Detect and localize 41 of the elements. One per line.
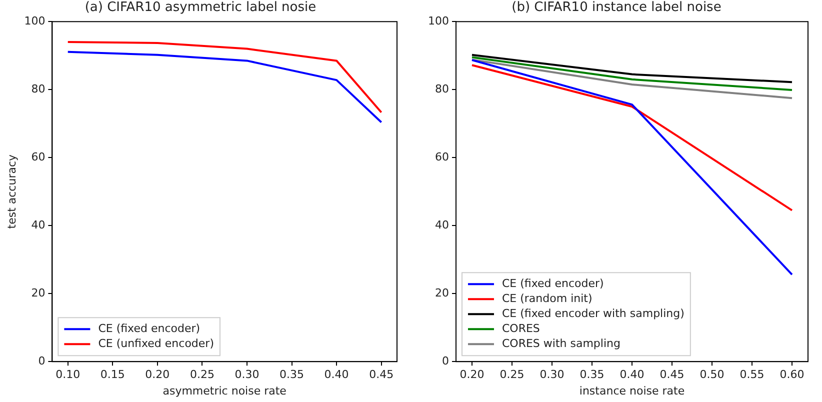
y-tick-label: 40 <box>434 218 449 232</box>
legend-label: CORES <box>502 322 540 335</box>
x-tick-label: 0.45 <box>660 368 684 382</box>
legend-label: CE (unfixed encoder) <box>98 336 214 350</box>
y-tick-label: 80 <box>31 82 46 96</box>
x-tick-label: 0.35 <box>280 368 304 382</box>
y-tick-label: 0 <box>442 354 449 368</box>
y-tick-label: 20 <box>434 286 449 300</box>
y-tick-label: 0 <box>38 354 46 368</box>
x-tick-label: 0.30 <box>234 368 260 382</box>
x-tick-label: 0.10 <box>56 368 80 382</box>
y-tick-label: 40 <box>31 218 46 232</box>
y-tick-label: 20 <box>31 286 46 300</box>
y-tick-label: 100 <box>24 14 46 28</box>
x-tick-label: 0.55 <box>740 368 764 382</box>
x-tick-label: 0.45 <box>369 368 394 382</box>
legend-label: CE (fixed encoder) <box>98 322 200 335</box>
legend-label: CE (fixed encoder) <box>502 276 604 290</box>
legend-label: CE (fixed encoder with sampling) <box>502 306 684 320</box>
legend-label: CORES with sampling <box>502 336 620 350</box>
x-tick-label: 0.40 <box>620 368 644 382</box>
x-tick-label: 0.20 <box>460 368 484 382</box>
x-tick-label: 0.25 <box>190 368 214 382</box>
x-axis-title: instance noise rate <box>579 384 685 398</box>
legend-label: CE (random init) <box>502 292 592 305</box>
chart-title: (a) CIFAR10 asymmetric label nosie <box>84 0 316 16</box>
x-tick-label: 0.60 <box>780 368 804 382</box>
y-tick-label: 60 <box>434 150 449 164</box>
x-axis-title: asymmetric noise rate <box>162 384 287 398</box>
y-tick-label: 60 <box>31 150 46 164</box>
x-tick-label: 0.50 <box>700 368 724 382</box>
x-tick-label: 0.20 <box>145 368 170 382</box>
x-tick-label: 0.30 <box>540 368 564 382</box>
y-tick-label: 80 <box>434 82 449 96</box>
x-tick-label: 0.15 <box>100 368 125 382</box>
y-tick-label: 100 <box>428 14 449 28</box>
x-tick-label: 0.25 <box>500 368 524 382</box>
x-tick-label: 0.40 <box>324 368 349 382</box>
chart-title: (b) CIFAR10 instance label noise <box>512 0 722 16</box>
y-axis-title: test accuracy <box>5 154 18 229</box>
x-tick-label: 0.35 <box>580 368 604 382</box>
